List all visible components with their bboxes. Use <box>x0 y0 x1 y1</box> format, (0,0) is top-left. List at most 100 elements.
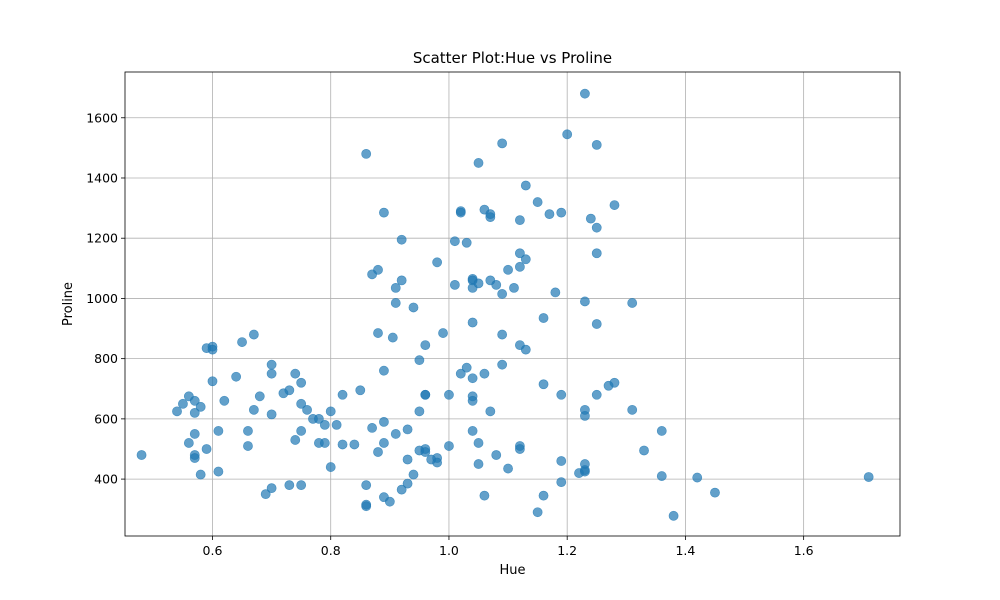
data-point <box>580 466 590 477</box>
data-point <box>136 450 147 460</box>
data-point <box>580 296 590 307</box>
data-point <box>556 456 567 466</box>
y-axis-ticks: 400 600 800 1000 1200 1400 1600 <box>86 110 125 487</box>
data-point <box>387 332 398 343</box>
data-point <box>420 340 431 351</box>
data-point <box>656 426 667 436</box>
data-point <box>284 480 295 491</box>
data-point <box>509 282 519 293</box>
x-tick-label: 1.0 <box>439 543 459 558</box>
data-point <box>254 391 265 402</box>
data-point <box>491 450 502 460</box>
data-point <box>207 376 218 387</box>
data-point <box>195 469 206 480</box>
data-point <box>402 478 413 489</box>
data-point <box>473 158 484 168</box>
data-point <box>538 379 549 390</box>
data-point <box>467 317 478 328</box>
data-point <box>349 439 360 450</box>
data-point <box>467 395 478 406</box>
data-point <box>473 459 484 469</box>
data-point <box>485 212 496 223</box>
data-point <box>863 472 874 482</box>
data-point <box>325 462 336 472</box>
data-point <box>379 365 389 376</box>
data-point <box>373 447 383 457</box>
data-point <box>266 483 277 494</box>
data-point <box>656 471 667 481</box>
data-point <box>467 426 478 436</box>
data-point <box>296 480 307 491</box>
data-point <box>290 368 301 379</box>
x-tick-label: 0.6 <box>203 543 223 558</box>
data-point <box>390 282 401 293</box>
data-point <box>266 368 277 379</box>
data-point <box>296 398 307 409</box>
data-point <box>497 329 508 340</box>
data-point <box>455 207 466 218</box>
data-point <box>461 362 472 373</box>
data-point <box>503 463 513 474</box>
data-point <box>609 377 620 388</box>
data-point <box>331 419 342 430</box>
data-point <box>514 248 525 259</box>
data-point <box>402 454 413 465</box>
y-tick-label: 1600 <box>86 110 118 125</box>
data-point <box>497 289 508 299</box>
data-point <box>491 279 502 290</box>
data-point <box>390 429 401 439</box>
data-point <box>367 423 378 433</box>
data-point <box>591 222 602 233</box>
y-tick-label: 600 <box>94 411 118 426</box>
data-point <box>639 445 649 456</box>
data-point <box>260 489 271 500</box>
data-point <box>455 368 466 379</box>
data-point <box>243 441 253 451</box>
data-point <box>243 426 253 436</box>
data-point <box>213 466 224 477</box>
y-tick-label: 400 <box>94 472 118 487</box>
data-point <box>337 389 348 400</box>
data-point <box>390 298 401 308</box>
data-point <box>189 395 200 406</box>
data-point <box>408 469 419 480</box>
data-point <box>172 406 182 417</box>
data-point <box>556 389 567 400</box>
x-tick-label: 1.6 <box>794 543 814 558</box>
data-point <box>514 444 525 454</box>
data-point <box>266 359 277 370</box>
data-point <box>201 444 212 454</box>
data-point <box>178 398 188 409</box>
data-point <box>248 329 259 340</box>
data-point <box>361 480 372 491</box>
data-point <box>514 261 525 272</box>
data-point <box>580 88 590 99</box>
data-point <box>396 484 407 495</box>
data-point <box>207 344 218 355</box>
data-point <box>319 419 330 430</box>
data-point <box>189 407 200 418</box>
data-point <box>189 429 200 439</box>
data-point <box>591 389 602 400</box>
data-point <box>520 180 531 191</box>
x-tick-label: 1.2 <box>557 543 577 558</box>
data-point <box>461 237 472 248</box>
data-point <box>414 355 425 366</box>
chart-title: Scatter Plot:Hue vs Proline <box>413 49 612 67</box>
data-point <box>319 438 330 448</box>
data-point <box>668 510 679 521</box>
y-tick-label: 800 <box>94 351 118 366</box>
data-point <box>420 447 431 457</box>
data-point <box>532 197 543 207</box>
data-point <box>591 248 602 259</box>
y-tick-label: 1400 <box>86 170 118 185</box>
data-point <box>219 395 230 406</box>
data-point <box>248 404 259 415</box>
data-point <box>302 404 312 415</box>
data-point <box>432 457 443 468</box>
data-point <box>396 234 407 245</box>
data-point <box>408 302 419 313</box>
data-point <box>195 401 206 412</box>
data-point <box>627 404 638 415</box>
